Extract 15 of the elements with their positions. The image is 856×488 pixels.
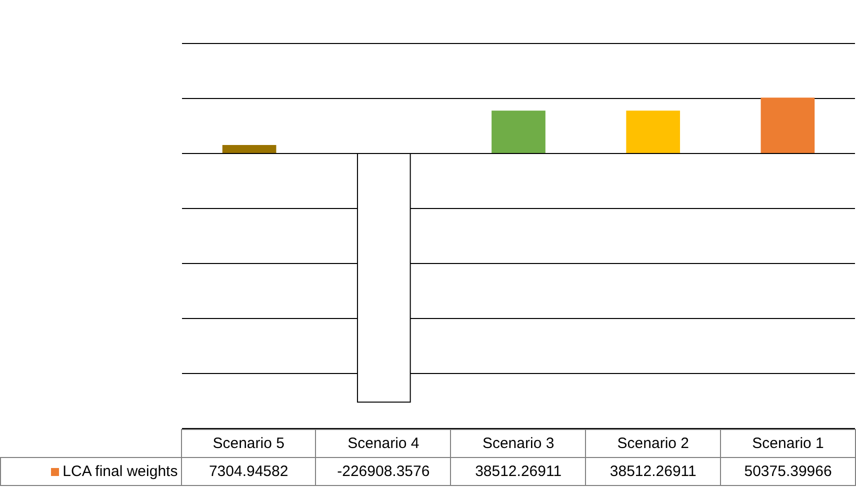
x-tick-label: Scenario 4 [316, 430, 451, 458]
bar [760, 98, 815, 153]
legend-label: LCA final weights [0, 458, 182, 486]
x-tick-label: Scenario 3 [450, 430, 586, 458]
x-tick-label: Scenario 5 [181, 430, 316, 458]
data-label: 38512.26911 [450, 458, 586, 486]
bar [626, 110, 680, 153]
data-label: -226908.3576 [316, 458, 451, 486]
bar [222, 144, 276, 153]
data-label: 50375.39966 [720, 458, 856, 486]
x-tick-label: Scenario 2 [586, 430, 721, 458]
data-label: 38512.26911 [586, 458, 721, 486]
x-tick-label: Scenario 1 [720, 430, 856, 458]
bar [492, 110, 546, 153]
data-label: 7304.94582 [181, 458, 316, 486]
